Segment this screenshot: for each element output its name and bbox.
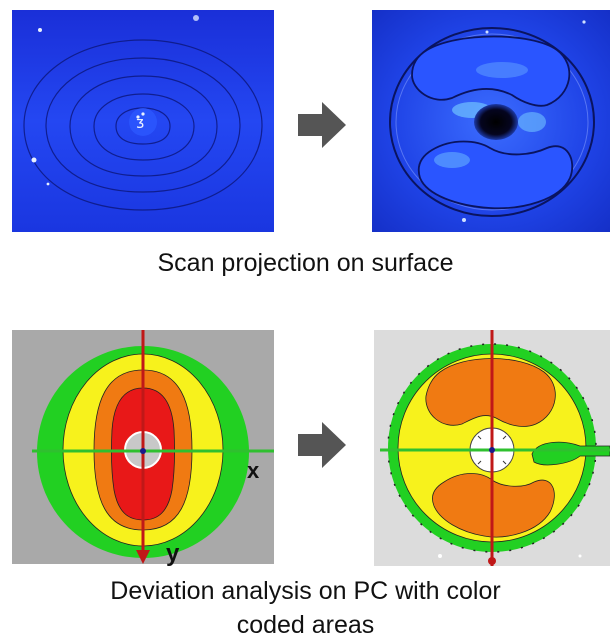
deviation-map-after (374, 330, 610, 566)
y-axis-label: y (166, 540, 180, 567)
scan-projection-image-before: ᴣ (12, 10, 274, 232)
right-arrow-icon (298, 420, 348, 470)
deviation-caption-line1: Deviation analysis on PC with color (110, 577, 501, 605)
right-arrow-icon (298, 100, 348, 150)
x-axis-label: x (247, 458, 260, 483)
scan-projection-image-after (372, 10, 610, 232)
deviation-map-before: x (12, 330, 274, 564)
svg-text:ᴣ: ᴣ (136, 113, 144, 132)
deviation-caption-line2: coded areas (236, 611, 375, 639)
scan-projection-caption: Scan projection on surface (157, 249, 454, 277)
deviation-analysis-caption: Deviation analysis on PC with color code… (0, 574, 611, 642)
